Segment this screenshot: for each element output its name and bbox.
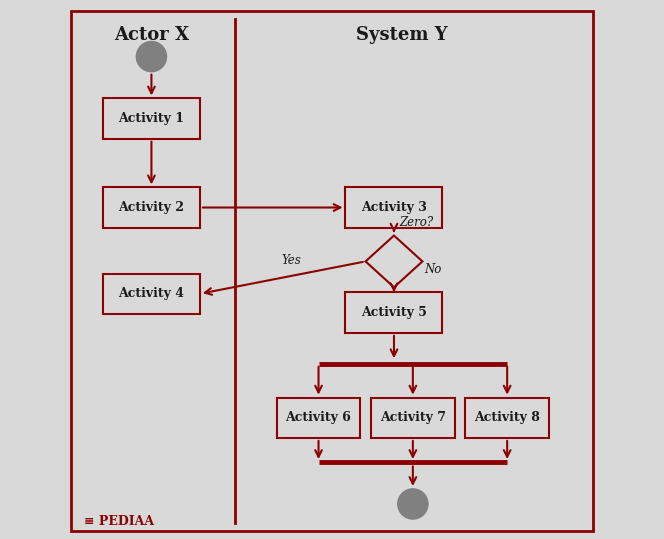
Circle shape (136, 42, 167, 72)
Text: ≡ PEDIAA: ≡ PEDIAA (84, 515, 154, 528)
Text: Activity 3: Activity 3 (361, 201, 427, 214)
Text: Actor X: Actor X (114, 26, 189, 44)
Text: No: No (424, 262, 441, 275)
FancyBboxPatch shape (345, 292, 442, 333)
Text: Activity 1: Activity 1 (118, 112, 185, 125)
Text: System Y: System Y (357, 26, 448, 44)
Polygon shape (365, 236, 422, 287)
Text: Zero?: Zero? (399, 216, 434, 229)
FancyBboxPatch shape (70, 11, 594, 531)
Text: Activity 5: Activity 5 (361, 306, 427, 319)
Text: Activity 2: Activity 2 (118, 201, 185, 214)
FancyBboxPatch shape (103, 188, 200, 227)
FancyBboxPatch shape (465, 398, 549, 438)
Text: Yes: Yes (282, 254, 301, 267)
FancyBboxPatch shape (371, 398, 455, 438)
FancyBboxPatch shape (277, 398, 361, 438)
FancyBboxPatch shape (103, 98, 200, 139)
Text: Activity 6: Activity 6 (286, 411, 351, 424)
FancyBboxPatch shape (103, 273, 200, 314)
Circle shape (398, 489, 428, 519)
Text: Activity 4: Activity 4 (118, 287, 185, 300)
FancyBboxPatch shape (345, 188, 442, 227)
Text: Activity 8: Activity 8 (474, 411, 540, 424)
Text: Activity 7: Activity 7 (380, 411, 446, 424)
